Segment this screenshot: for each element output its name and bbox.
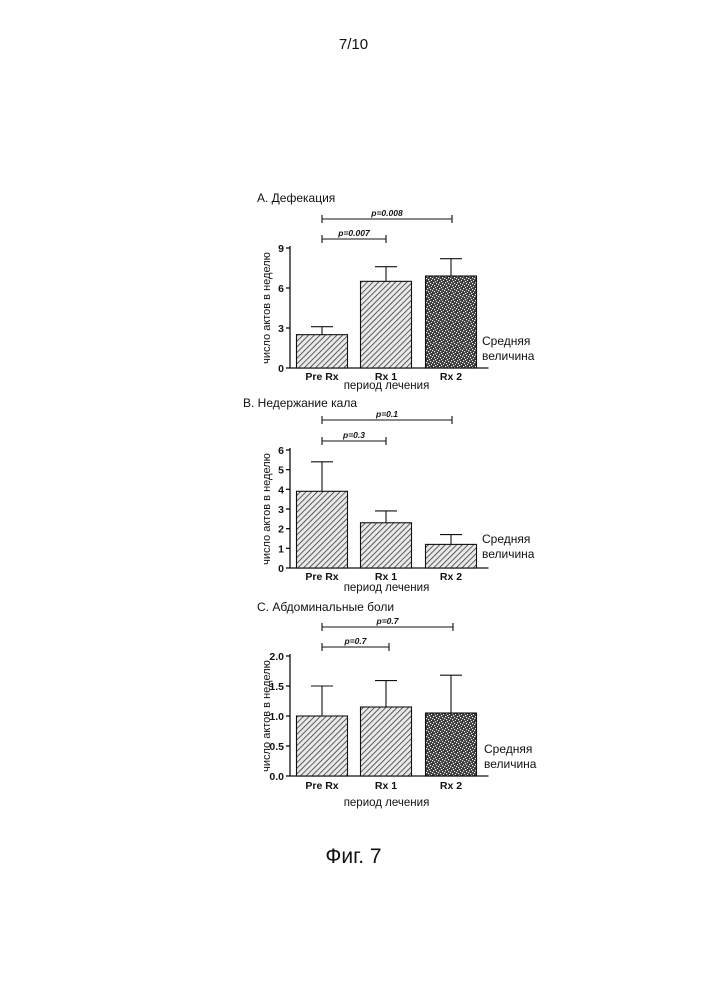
y-tick-label: 0 (278, 563, 284, 575)
y-tick-label: 6 (278, 445, 284, 457)
chart-title: B. Недержание кала (243, 396, 357, 410)
bar (426, 544, 477, 568)
p-value-label: p=0.007 (337, 228, 371, 238)
legend-label: Средняя (482, 334, 530, 348)
chart-title: C. Абдоминальные боли (257, 600, 394, 614)
bar (361, 523, 412, 568)
x-tick-label: Rx 1 (375, 780, 397, 792)
y-tick-label: 0.5 (269, 741, 284, 753)
y-tick-label: 3 (278, 323, 284, 335)
legend-label: Средняя (482, 532, 530, 546)
bar (297, 335, 348, 368)
y-axis-label: число актов в неделю (261, 252, 273, 364)
p-value-label: p=0.7 (376, 616, 400, 626)
y-tick-label: 2 (278, 524, 284, 536)
p-value-label: p=0.3 (342, 430, 365, 440)
x-tick-label: Rx 2 (440, 571, 462, 583)
chart-title: A. Дефекация (257, 191, 335, 205)
bar (297, 491, 348, 568)
y-tick-label: 1 (278, 543, 284, 555)
chart-panel-a: A. Дефекация число актов в неделю 0 3 6 9 Pre … (0, 185, 707, 395)
x-axis-label: период лечения (344, 582, 430, 594)
y-tick-label: 1.5 (269, 681, 284, 693)
y-axis-label: число актов в неделю (261, 453, 273, 565)
figure-caption: Фиг. 7 (0, 845, 707, 869)
bar (426, 276, 477, 368)
bar (361, 281, 412, 368)
bar (361, 707, 412, 776)
chart-panel-c: C. Абдоминальные боличисло актов в недел… (0, 595, 707, 825)
y-tick-label: 5 (278, 465, 284, 477)
y-tick-label: 0 (278, 363, 284, 375)
y-tick-label: 3 (278, 504, 284, 516)
legend-label: величина (482, 547, 535, 561)
legend-label: Средняя (484, 742, 532, 756)
x-tick-label: Rx 2 (440, 371, 462, 383)
y-tick-label: 4 (278, 484, 284, 496)
x-axis-label: период лечения (344, 797, 430, 809)
page-number: 7/10 (0, 36, 707, 53)
y-tick-label: 6 (278, 283, 284, 295)
y-tick-label: 9 (278, 243, 284, 255)
x-tick-label: Pre Rx (305, 780, 338, 792)
chart-panel-b: B. Недержание кала число актов в неделю 0 1… (0, 390, 707, 595)
bar (297, 716, 348, 776)
y-tick-label: 1.0 (269, 711, 284, 723)
x-tick-label: Rx 2 (440, 780, 462, 792)
p-value-label: p=0.008 (370, 208, 403, 218)
legend-label: величина (482, 349, 535, 363)
y-tick-label: 2.0 (269, 651, 284, 663)
bar (426, 713, 477, 776)
p-value-label: p=0.7 (344, 636, 368, 646)
x-tick-label: Pre Rx (305, 371, 338, 383)
x-tick-label: Pre Rx (305, 571, 338, 583)
p-value-label: p=0.1 (375, 409, 398, 419)
y-tick-label: 0.0 (269, 771, 284, 783)
legend-label: величина (484, 757, 537, 771)
